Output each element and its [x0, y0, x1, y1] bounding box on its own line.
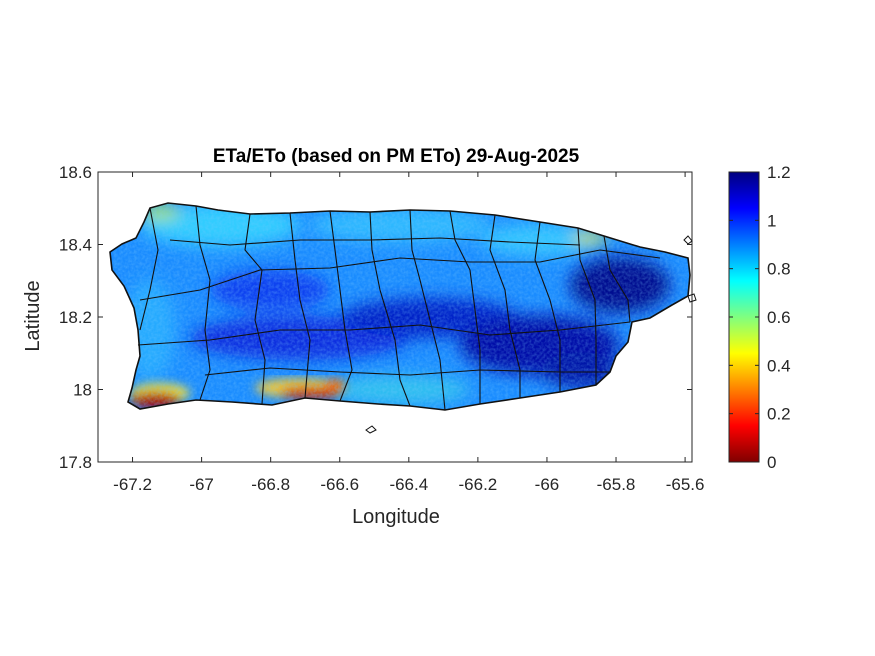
x-axis-label: Longitude — [352, 506, 440, 528]
y-tick-label: 18.4 — [59, 236, 92, 255]
colorbar-tick-label: 0.6 — [767, 308, 791, 327]
colorbar-tick-label: 1 — [767, 211, 776, 230]
x-tick-label: -66.6 — [320, 475, 359, 494]
x-axis: -67.2 -67 -66.8 -66.6 -66.4 -66.2 -66 -65.8 -65.… — [113, 172, 704, 494]
x-tick-label: -66.8 — [251, 475, 290, 494]
y-tick-label: 17.8 — [59, 453, 92, 472]
x-tick-label: -67.2 — [113, 475, 152, 494]
y-axis-label: Latitude — [22, 280, 44, 351]
x-tick-label: -67 — [189, 475, 214, 494]
colorbar-ticks: 0 0.2 0.4 0.6 0.8 1 1.2 — [729, 163, 791, 472]
x-tick-label: -66.4 — [389, 475, 428, 494]
y-tick-label: 18.6 — [59, 163, 92, 182]
colorbar-tick-label: 0.8 — [767, 260, 791, 279]
colorbar-tick-label: 0.2 — [767, 405, 791, 424]
y-axis: 17.8 18 18.2 18.4 18.6 — [59, 163, 692, 472]
x-tick-label: -65.6 — [666, 475, 705, 494]
heatmap-layer — [110, 203, 690, 410]
municipality-boundaries — [109, 202, 691, 411]
x-tick-label: -66.2 — [459, 475, 498, 494]
y-tick-label: 18 — [73, 381, 92, 400]
x-tick-label: -66 — [535, 475, 560, 494]
colorbar — [728, 171, 760, 463]
x-tick-label: -65.8 — [597, 475, 636, 494]
colorbar-tick-label: 0 — [767, 453, 776, 472]
colorbar-tick-label: 1.2 — [767, 163, 791, 182]
chart-title: ETa/ETo (based on PM ETo) 29-Aug-2025 — [213, 146, 580, 167]
colorbar-tick-label: 0.4 — [767, 356, 791, 375]
offshore-islets — [365, 235, 697, 434]
y-tick-label: 18.2 — [59, 308, 92, 327]
